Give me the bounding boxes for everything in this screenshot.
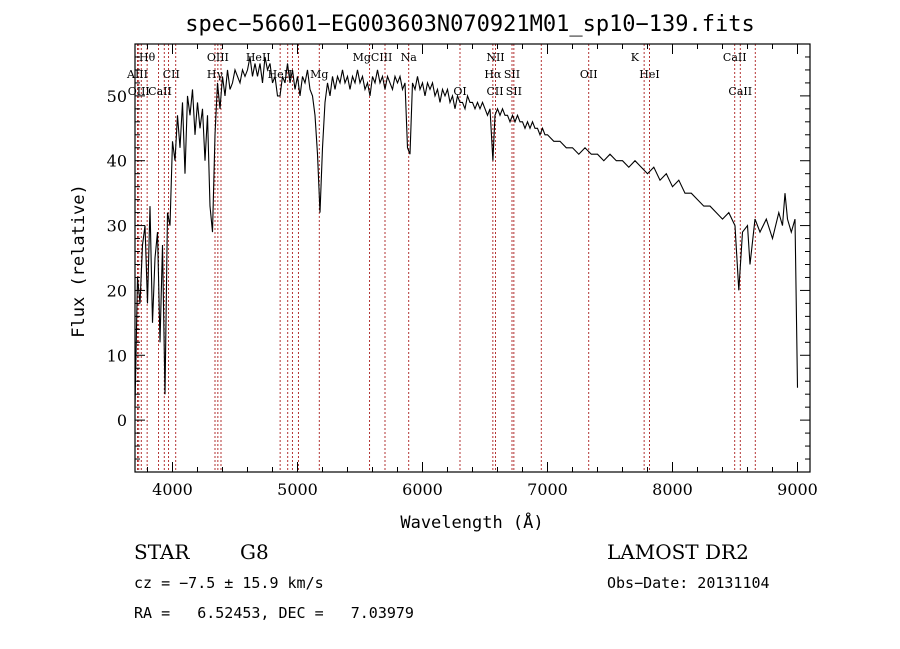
x-tick-label: 6000 xyxy=(402,480,443,499)
y-tick-label: 30 xyxy=(107,217,127,236)
spectral-line-label: Mg xyxy=(310,68,328,81)
spectral-line-label: K xyxy=(631,51,640,64)
spectral-line-label: OII xyxy=(580,68,598,81)
y-tick-label: 40 xyxy=(107,152,127,171)
y-tick-label: 50 xyxy=(107,87,127,106)
spectral-line-label: CaII xyxy=(728,85,752,98)
y-tick-label: 20 xyxy=(107,281,127,300)
coordinates: RA = 6.52453, DEC = 7.03979 xyxy=(134,604,414,622)
x-axis: 4000 5000 6000 7000 8000 9000 xyxy=(147,44,818,499)
spectral-line-label: CaII xyxy=(148,85,172,98)
x-tick-label: 8000 xyxy=(652,480,693,499)
spectral-line-label: CII xyxy=(486,85,503,98)
spectral-line-label: MgCIII xyxy=(353,51,393,64)
spectral-line-label: SII xyxy=(506,85,522,98)
spectral-line-label: Na xyxy=(401,51,418,64)
spectral-line-label: OIII xyxy=(128,85,150,98)
spectral-line-label: SII xyxy=(504,68,520,81)
object-class: STAR xyxy=(134,540,190,564)
observation-date: Obs−Date: 20131104 xyxy=(607,574,770,592)
x-tick-label: 5000 xyxy=(277,480,318,499)
x-tick-label: 9000 xyxy=(777,480,818,499)
spectral-line-label: Hθ xyxy=(139,51,156,64)
y-axis: 0 10 20 30 40 50 xyxy=(107,56,810,460)
object-subclass: G8 xyxy=(240,540,269,564)
y-tick-label: 10 xyxy=(107,346,127,365)
spectral-line-label: CaII xyxy=(723,51,747,64)
spectrum-line xyxy=(134,56,799,408)
x-tick-label: 4000 xyxy=(152,480,193,499)
x-tick-label: 7000 xyxy=(527,480,568,499)
y-axis-label: Flux (relative) xyxy=(69,184,89,338)
spectral-line-label: AIII xyxy=(126,68,148,81)
chart-title: spec−56601−EG003603N070921M01_sp10−139.f… xyxy=(185,12,755,37)
redshift-velocity: cz = −7.5 ± 15.9 km/s xyxy=(134,574,324,592)
spectral-line-label: HeI xyxy=(639,68,659,81)
survey-name: LAMOST DR2 xyxy=(607,540,749,564)
spectral-line-label: CII xyxy=(163,68,180,81)
spectral-line-label: OIII xyxy=(207,51,229,64)
spectral-line-label: NII xyxy=(486,51,504,64)
x-axis-label: Wavelength (Å) xyxy=(400,511,543,533)
spectral-line-label: OI xyxy=(453,85,466,98)
line-markers xyxy=(137,44,756,472)
y-tick-label: 0 xyxy=(117,411,127,430)
plot-frame xyxy=(134,43,811,473)
spectral-line-label: Hα xyxy=(484,68,502,81)
spectral-line-label: Hγ xyxy=(207,68,224,81)
